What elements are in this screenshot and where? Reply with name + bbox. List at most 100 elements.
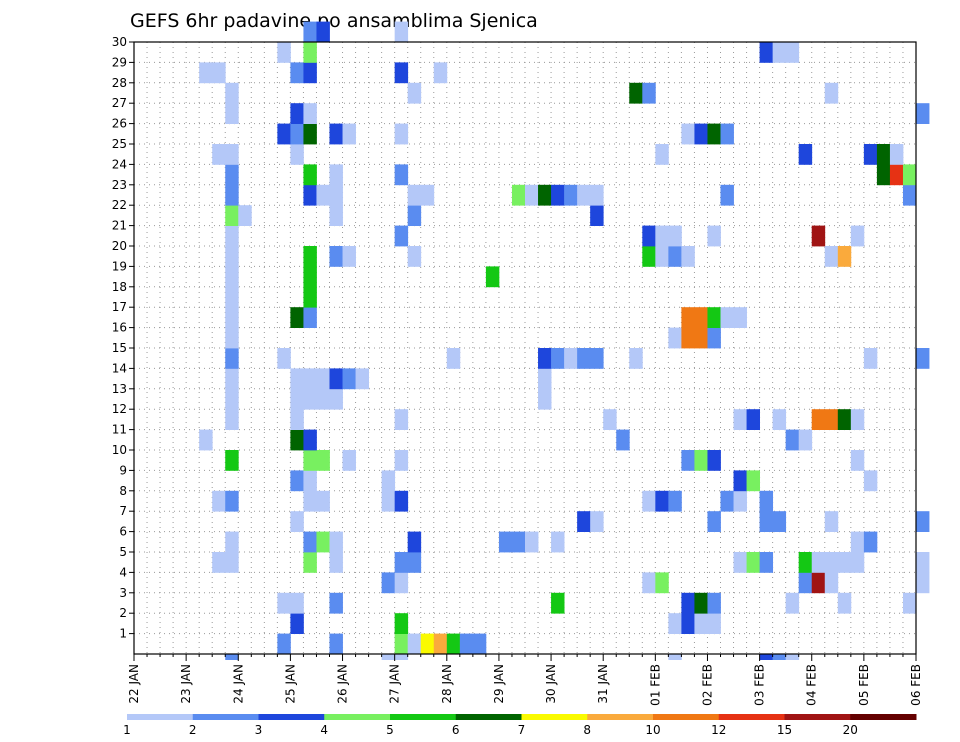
heatmap-cell: [668, 246, 682, 267]
heatmap-cell: [329, 164, 343, 186]
heatmap-cell: [733, 409, 747, 430]
y-tick-label: 24: [112, 157, 127, 171]
heatmap-cell: [225, 266, 239, 288]
heatmap-cell: [199, 429, 213, 451]
heatmap-cell: [876, 144, 891, 165]
heatmap-cell: [316, 184, 330, 206]
heatmap-cell: [916, 552, 930, 573]
y-tick-label: 6: [119, 525, 127, 539]
heatmap-cell: [394, 654, 409, 660]
heatmap-cell: [824, 572, 839, 594]
heatmap-cell: [811, 552, 826, 573]
legend-label: 10: [645, 723, 660, 737]
heatmap-cell: [785, 592, 800, 614]
heatmap-cell: [290, 613, 304, 634]
x-tick-label: 25 JAN: [283, 664, 297, 704]
heatmap-cell: [577, 511, 591, 532]
x-tick-label: 04 FEB: [805, 664, 819, 706]
heatmap-cell: [407, 531, 422, 553]
heatmap-cell: [850, 450, 865, 471]
heatmap-cell: [407, 633, 422, 655]
heatmap-cell: [759, 654, 774, 660]
heatmap-cell: [681, 307, 695, 328]
heatmap-cell: [824, 511, 839, 532]
heatmap-cell: [225, 409, 239, 430]
heatmap-cell: [407, 246, 422, 267]
heatmap-cell: [759, 42, 774, 63]
y-axis-ticks: 1234567891011121314151617181920212223242…: [112, 35, 134, 641]
heatmap-cell: [707, 307, 721, 328]
heatmap-cell: [538, 388, 552, 410]
x-tick-label: 06 FEB: [909, 664, 923, 706]
heatmap-cell: [668, 225, 682, 247]
heatmap-cell: [407, 552, 422, 573]
heatmap-cell: [668, 613, 682, 634]
y-tick-label: 10: [112, 443, 127, 457]
heatmap-cell: [329, 123, 343, 145]
y-tick-label: 21: [112, 219, 127, 233]
heatmap-cell: [225, 307, 239, 328]
y-tick-label: 2: [119, 606, 127, 620]
heatmap-cell: [394, 62, 409, 84]
heatmap-cell: [746, 552, 760, 573]
legend-label: 7: [518, 723, 526, 737]
legend-label: 6: [452, 723, 460, 737]
heatmap-cell: [824, 409, 839, 430]
heatmap-cell: [316, 388, 330, 410]
heatmap-cell: [472, 633, 487, 655]
y-tick-label: 17: [112, 300, 127, 314]
heatmap-cell: [290, 62, 304, 84]
y-tick-label: 9: [119, 463, 127, 477]
heatmap-cell: [420, 633, 435, 655]
y-tick-label: 11: [112, 423, 127, 437]
heatmap-cell: [772, 42, 787, 63]
heatmap-cell: [590, 184, 604, 206]
heatmap-cell: [538, 184, 552, 206]
legend-swatch: [455, 714, 522, 720]
heatmap-cell: [290, 470, 304, 492]
heatmap-cell: [694, 307, 708, 328]
heatmap-cell: [642, 246, 656, 267]
heatmap-cell: [394, 572, 409, 594]
heatmap-cell: [329, 184, 343, 206]
heatmap-cell: [798, 572, 813, 594]
heatmap-cell: [225, 184, 239, 206]
heatmap-cell: [303, 62, 317, 84]
legend-label: 8: [583, 723, 591, 737]
heatmap-cell: [772, 511, 787, 532]
heatmap-cell: [694, 450, 708, 471]
heatmap-cell: [916, 511, 930, 532]
heatmap-cell: [863, 348, 878, 369]
heatmap-cell: [707, 613, 721, 634]
heatmap-cell: [225, 225, 239, 247]
heatmap-cell: [459, 633, 474, 655]
legend-swatch: [850, 714, 917, 720]
heatmap-cell: [433, 633, 448, 655]
heatmap-cell: [590, 348, 604, 369]
y-tick-label: 27: [112, 96, 127, 110]
y-tick-label: 26: [112, 117, 127, 131]
heatmap-cell: [407, 82, 422, 104]
heatmap-cell: [655, 225, 669, 247]
heatmap-cell: [863, 470, 878, 492]
y-tick-label: 3: [119, 586, 127, 600]
heatmap-cell: [225, 82, 239, 104]
heatmap-cell: [902, 164, 917, 186]
heatmap-cell: [394, 633, 409, 655]
heatmap-cell: [225, 164, 239, 186]
heatmap-cell: [785, 429, 800, 451]
heatmap-cell: [863, 144, 878, 165]
heatmap-cell: [381, 470, 396, 492]
heatmap-cell: [837, 552, 852, 573]
heatmap-cell: [303, 286, 317, 308]
heatmap-cell: [876, 164, 891, 186]
heatmap-cell: [303, 103, 317, 124]
heatmap-cells: [199, 21, 930, 660]
x-tick-label: 24 JAN: [231, 664, 245, 704]
heatmap-cell: [720, 307, 734, 328]
heatmap-cell: [916, 572, 930, 594]
heatmap-cell: [564, 184, 578, 206]
legend-label: 3: [255, 723, 263, 737]
heatmap-cell: [720, 490, 734, 512]
legend-label: 1: [123, 723, 131, 737]
